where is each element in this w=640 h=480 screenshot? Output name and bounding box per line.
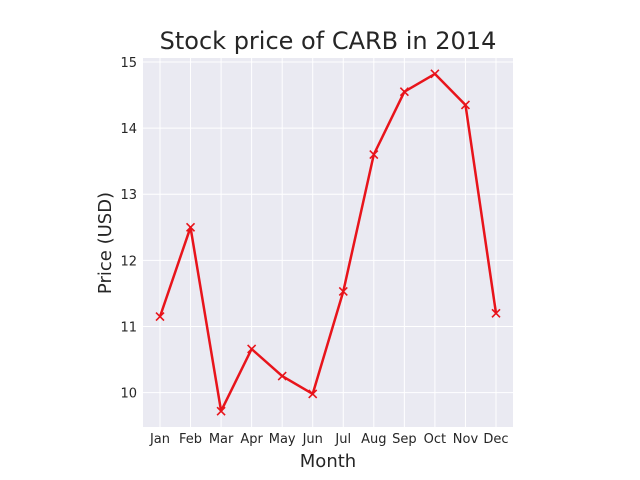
marker-stroke xyxy=(308,389,318,399)
x-tick-label: Jan xyxy=(149,432,170,447)
grid-lines xyxy=(143,58,513,427)
data-point-marker xyxy=(308,389,318,399)
x-tick-label: Jun xyxy=(302,432,323,447)
y-tick-label: 15 xyxy=(120,56,137,71)
x-tick-label: Apr xyxy=(240,432,263,447)
x-tick-label: Dec xyxy=(483,432,508,447)
data-point-marker xyxy=(399,87,409,97)
x-tick-label: Oct xyxy=(424,432,446,447)
data-point-marker xyxy=(277,371,287,381)
x-tick-label: Jul xyxy=(334,432,351,447)
marker-stroke xyxy=(185,222,196,232)
x-axis-label: Month xyxy=(300,451,356,472)
data-point-marker xyxy=(247,344,257,354)
x-tick-label: Mar xyxy=(209,432,234,447)
marker-stroke xyxy=(369,149,379,160)
marker-stroke xyxy=(247,344,257,354)
marker-stroke xyxy=(277,371,287,381)
plot-area xyxy=(143,58,513,427)
data-point-marker xyxy=(460,100,471,110)
data-point-marker xyxy=(369,149,379,160)
y-tick-label: 14 xyxy=(120,122,137,137)
x-tick-label: Nov xyxy=(453,432,479,447)
series-layer xyxy=(155,69,501,416)
marker-stroke xyxy=(399,87,409,97)
data-point-marker xyxy=(155,311,165,322)
x-tick-labels: Jan Feb Mar Apr May Jun Jul Aug Sep Oct Nov Dec xyxy=(149,432,509,447)
y-axis-label: Price (USD) xyxy=(95,192,116,294)
y-tick-labels: 10 11 12 13 14 15 xyxy=(120,56,137,402)
marker-stroke xyxy=(216,406,226,416)
series-line xyxy=(158,72,498,413)
x-tick-label: Sep xyxy=(392,432,417,447)
data-point-marker xyxy=(338,286,348,297)
y-tick-label: 11 xyxy=(120,320,137,335)
data-point-marker xyxy=(430,69,440,79)
marker-stroke xyxy=(338,286,348,297)
marker-stroke xyxy=(460,100,471,110)
y-tick-label: 10 xyxy=(120,387,137,402)
data-point-marker xyxy=(185,222,196,232)
y-tick-label: 12 xyxy=(120,254,137,269)
marker-stroke xyxy=(430,69,440,79)
x-tick-label: Feb xyxy=(179,432,202,447)
y-tick-label: 13 xyxy=(120,188,137,203)
marker-stroke xyxy=(155,311,165,322)
x-tick-label: May xyxy=(269,432,296,447)
chart-title: Stock price of CARB in 2014 xyxy=(160,27,497,55)
x-tick-label: Aug xyxy=(361,432,386,447)
marker-stroke xyxy=(491,308,501,318)
data-point-marker xyxy=(216,406,226,416)
data-point-marker xyxy=(491,308,501,318)
